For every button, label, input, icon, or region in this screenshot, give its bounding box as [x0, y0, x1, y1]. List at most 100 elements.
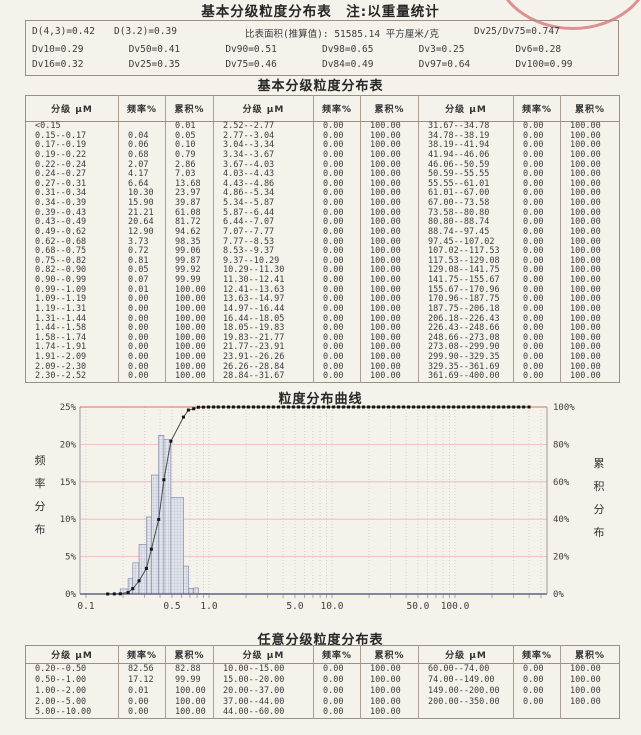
table-cell: 100.00	[360, 371, 419, 383]
arbitrary-table-title: 任意分级粒度分布表	[257, 633, 384, 648]
table-cell: 100.00	[560, 198, 620, 209]
table-cell: 100.00	[165, 314, 214, 325]
table-cell: 100.00	[165, 304, 214, 315]
table-cell: 21.21	[118, 208, 166, 219]
basic-table-body: <0.15 0.01 2.52--2.77 0.00 100.00 31.67--34.7…	[26, 121, 620, 383]
table-cell: 0.00	[513, 696, 561, 708]
table-cell: 100.00	[165, 696, 214, 708]
table-cell: 100.00	[560, 256, 620, 267]
table-cell: 99.99	[165, 275, 214, 286]
page-title: 基本分级粒度分布表 注:以重量统计	[201, 4, 440, 20]
table-cell	[418, 707, 514, 719]
table-cell: 0.00	[313, 247, 361, 257]
table-cell: 3.67--4.03	[213, 160, 314, 171]
table-cell: 50.59--55.55	[418, 170, 514, 180]
svg-text:0%: 0%	[65, 590, 76, 600]
table-cell: 100.00	[165, 285, 214, 296]
table-cell: 0.00	[313, 227, 361, 238]
table-row: 2.00--5.00 0.00 100.00 37.00--44.00 0.00 100.…	[26, 696, 620, 708]
table-cell: 299.90--329.35	[418, 352, 514, 363]
table-row: 0.27--0.31 6.64 13.68 4.43--4.86 0.00 100.00 5…	[26, 179, 620, 190]
column-header: 累积%	[360, 95, 419, 122]
table-cell: 4.17	[118, 170, 166, 180]
table-cell: 0.00	[313, 314, 361, 325]
chart-title: 粒度分布曲线	[278, 392, 363, 407]
table-cell: 100.00	[560, 179, 620, 190]
table-cell: 100.00	[360, 285, 419, 296]
particle-size-distribution-chart: 0% 5% 10% 15% 20% 25% 0% 20% 40% 60% 80% 100% 0.1 0.5…	[35, 403, 605, 612]
table-cell: 0.00	[313, 141, 361, 151]
table-cell: 100.00	[165, 352, 214, 363]
table-cell: 100.00	[560, 170, 620, 180]
table-cell: 0.00	[513, 371, 561, 383]
table-cell: 100.00	[560, 141, 620, 151]
table-cell: 20.64	[118, 218, 166, 228]
table-cell: 226.43--248.66	[418, 324, 514, 334]
table-cell: 0.82--0.90	[35, 265, 87, 276]
table-cell: 0.00	[313, 295, 361, 305]
table-row: 0.34--0.39 15.90 39.87 5.34--5.87 0.00 100.00…	[26, 198, 620, 209]
table-cell: 0.04	[118, 131, 166, 142]
table-cell: 0.50--1.00	[35, 674, 87, 685]
column-header: 频率%	[118, 645, 166, 664]
table-cell: 100.00	[360, 275, 419, 286]
table-cell: 100.00	[560, 314, 620, 325]
table-cell: 0.00	[513, 362, 561, 373]
table-cell: 7.77--8.53	[213, 237, 314, 248]
column-header: 累积%	[360, 645, 419, 664]
table-cell: 0.00	[313, 160, 361, 171]
arbitrary-table-body: 0.20--0.50 82.56 82.88 10.00--15.00 0.00 100.…	[26, 663, 620, 719]
table-cell: 46.06--50.59	[418, 160, 514, 171]
table-row: 0.15--0.17 0.04 0.05 2.77--3.04 0.00 100.00 34…	[26, 131, 620, 142]
table-cell: 100.00	[560, 352, 620, 363]
table-cell: 81.72	[165, 218, 214, 228]
table-cell: 19.83--21.77	[213, 333, 314, 344]
table-cell: 2.00--5.00	[35, 696, 87, 707]
table-cell: 100.00	[360, 150, 419, 161]
table-cell: 100.00	[560, 343, 620, 353]
table-cell: 99.99	[165, 674, 214, 686]
table-cell: 100.00	[360, 170, 419, 180]
table-row: 1.91--2.09 0.00 100.00 23.91--26.26 0.00 100.…	[26, 352, 620, 363]
table-row: 0.17--0.19 0.06 0.10 3.04--3.34 0.00 100.00 38…	[26, 141, 620, 151]
table-cell: 5.87--6.44	[213, 208, 314, 219]
table-cell: 28.84--31.67	[213, 371, 314, 383]
table-cell: 107.02--117.53	[418, 247, 514, 257]
table-cell: 0.00	[513, 304, 561, 315]
table-cell: 94.62	[165, 227, 214, 238]
table-cell: 0.01	[118, 685, 166, 697]
table-cell: 17.12	[118, 674, 166, 686]
table-cell: 100.00	[360, 179, 419, 190]
table-row: 0.68--0.75 0.72 99.06 8.53--9.37 0.00 100.00 1…	[26, 247, 620, 257]
table-cell: 82.88	[165, 663, 214, 675]
table-cell: 0.17--0.19	[35, 140, 87, 151]
column-header: 频率%	[313, 645, 361, 664]
table-cell: 100.00	[360, 208, 419, 219]
table-cell: 100.00	[360, 237, 419, 248]
table-cell: 0.39--0.43	[35, 207, 87, 218]
table-cell: 100.00	[560, 121, 620, 132]
table-cell: 206.18--226.43	[418, 314, 514, 325]
table-cell: 0.06	[118, 141, 166, 151]
table-cell: 23.91--26.26	[213, 352, 314, 363]
table-cell: 0.00	[313, 275, 361, 286]
table-cell: 0.00	[513, 237, 561, 248]
table-cell: 2.09--2.30	[35, 361, 87, 372]
table-cell: 16.44--18.05	[213, 314, 314, 325]
table-cell: 0.00	[313, 256, 361, 267]
table-cell: 0.00	[513, 685, 561, 697]
table-cell: 100.00	[560, 285, 620, 296]
table-cell: 100.00	[360, 198, 419, 209]
table-cell: 1.31--1.44	[35, 313, 87, 324]
table-row: 0.19--0.22 0.68 0.79 3.34--3.67 0.00 100.00 41…	[26, 150, 620, 161]
table-cell: 0.00	[118, 352, 166, 363]
table-row: 0.50--1.00 17.12 99.99 15.00--20.00 0.00 100.…	[26, 674, 620, 686]
table-cell: 0.62--0.68	[35, 236, 87, 247]
column-header: 频率%	[313, 95, 361, 122]
table-cell: 0.00	[118, 295, 166, 305]
table-cell: 100.00	[560, 304, 620, 315]
table-cell: 0.81	[118, 256, 166, 267]
table-cell: 2.07	[118, 160, 166, 171]
table-cell: 100.00	[560, 247, 620, 257]
table-cell: 100.00	[560, 362, 620, 373]
